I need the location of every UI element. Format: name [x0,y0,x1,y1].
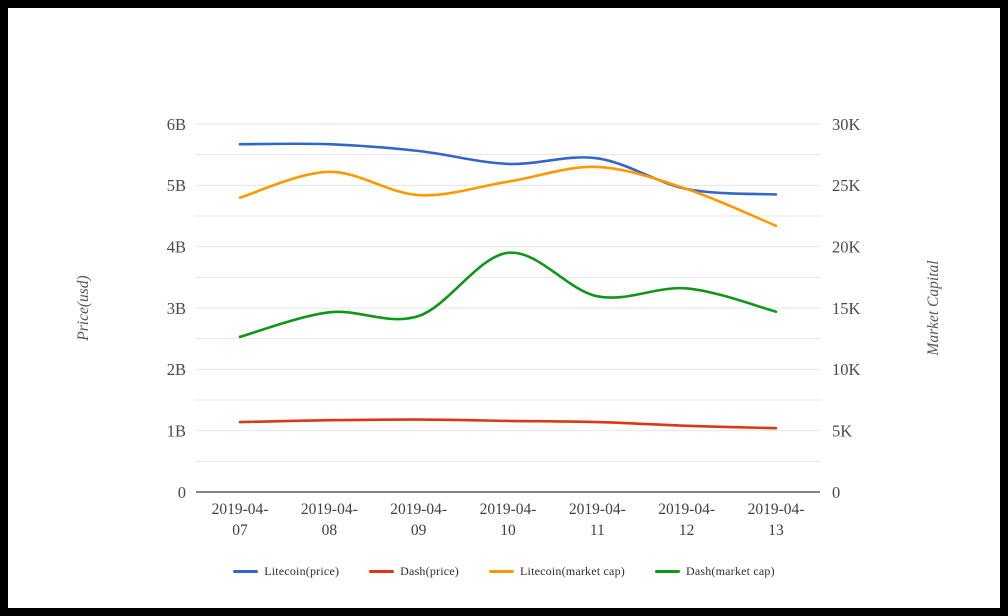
x-axis-tick-label: 2019-04-07 [212,501,269,539]
legend: Litecoin(price) Dash(price) Litecoin(marke… [8,564,1000,579]
y-axis-tick-label-right: 25K [832,176,861,195]
series-group [238,142,778,430]
y-axis-tick-label-right: 30K [832,115,861,134]
y-axis-tick-label-left: 3B [167,299,186,318]
y-axis-tick-label-right: 0 [832,483,840,502]
x-axis-tick-label: 2019-04-11 [569,501,626,539]
legend-item-dash-market-cap[interactable]: Dash(market cap) [654,564,775,579]
series-line-dash-market-cap[interactable] [238,251,778,339]
y-axis-tick-label-right: 5K [832,421,852,440]
legend-line-swatch [369,570,395,573]
axes-group: 0 0 1B 5K 2B 10K 3B 15K 4B 20K 5B 25K 6B 30K 2019-04-0… [167,115,861,539]
y-axis-tick-label-left: 4B [167,237,186,256]
y-axis-tick-label-right: 20K [832,237,861,256]
series-line-litecoin-price[interactable] [238,142,778,196]
x-axis-tick-label: 2019-04-13 [748,501,805,539]
y-axis-tick-label-left: 1B [167,421,186,440]
legend-label: Dash(price) [400,564,460,578]
y-axis-tick-label-left: 2B [167,360,186,379]
series-line-litecoin-market-cap[interactable] [238,165,778,228]
x-axis-tick-label: 2019-04-12 [658,501,715,539]
y-axis-tick-label-left: 5B [167,176,186,195]
legend-line-swatch [654,570,680,573]
y-axis-title-left: Price(usd) [75,275,92,341]
legend-line-swatch [489,570,515,573]
y-axis-title-right: Market Capital [925,260,942,356]
x-axis-tick-label: 2019-04-09 [390,501,447,539]
legend-line-swatch [233,570,259,573]
legend-label: Litecoin(price) [264,564,340,578]
gridlines-group [196,123,820,462]
x-axis-tick-label: 2019-04-08 [301,501,358,539]
y-axis-tick-label-right: 15K [832,299,861,318]
series-line-dash-price[interactable] [238,418,778,430]
y-axis-tick-label-left: 0 [178,483,186,502]
line-chart: 0 0 1B 5K 2B 10K 3B 15K 4B 20K 5B 25K 6B 30K 2019-04-0… [75,115,942,539]
legend-label: Litecoin(market cap) [520,564,625,578]
legend-label: Dash(market cap) [685,564,775,578]
legend-item-litecoin-market-cap[interactable]: Litecoin(market cap) [489,564,625,579]
x-axis-tick-label: 2019-04-10 [480,501,537,539]
legend-item-dash-price[interactable]: Dash(price) [369,564,459,579]
y-axis-tick-label-right: 10K [832,360,861,379]
y-axis-tick-label-left: 6B [167,115,186,134]
legend-item-litecoin-price[interactable]: Litecoin(price) [233,564,339,579]
